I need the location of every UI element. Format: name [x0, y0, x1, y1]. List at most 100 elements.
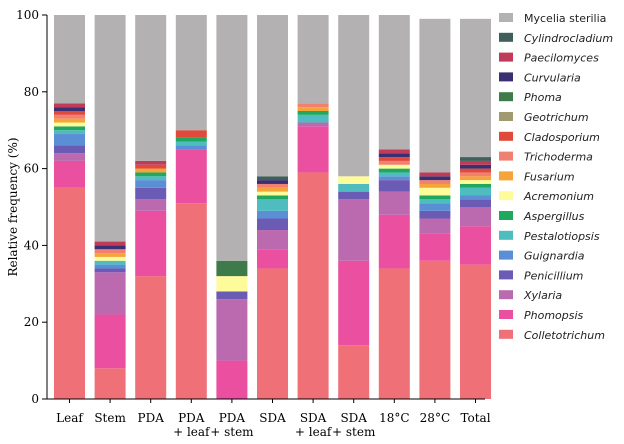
legend-swatch [499, 290, 513, 300]
y-tick-label: 100 [16, 8, 39, 22]
y-tick-label: 40 [24, 238, 39, 252]
bar-segment-leaf-acremonium [54, 122, 85, 127]
legend-label: Colletotrichum [524, 329, 605, 342]
bar-segment-sda-leaf-trichoderma [297, 103, 329, 108]
legend-label: Acremonium [523, 190, 594, 203]
bar-segment-sda-aspergillus [257, 195, 288, 200]
bar-segment-stem-mycelia-sterilia [94, 15, 126, 242]
legend-swatch [499, 191, 513, 201]
bar-segment-sda-trichoderma [257, 183, 288, 188]
bar-segment-leaf-xylaria [54, 153, 85, 161]
bar-segment-sda-cylindrocladium [257, 176, 288, 181]
bar-segment-leaf-cladosporium [54, 111, 85, 115]
bar-segment-pda-colletotrichum [135, 276, 167, 399]
bar-segment-pda-stem-penicillium [216, 291, 248, 300]
bar-segment-pda-leaf-pestalotiopsis [175, 141, 207, 146]
bar-segment-pda-stem-phoma [216, 260, 248, 277]
bar-segment-sda-curvularia [257, 180, 288, 184]
legend-swatch [499, 112, 513, 121]
x-tick-label: PDA [138, 411, 165, 425]
bar-segment-stem-penicillium [94, 268, 126, 273]
bar-segment-18-c-xylaria [378, 191, 410, 215]
legend-swatch [499, 32, 513, 42]
bar-segment-pda-xylaria [135, 199, 167, 211]
bar-segment-sda-colletotrichum [257, 268, 288, 399]
bar-segment-pda-stem-acremonium [216, 276, 248, 292]
bar-segment-28-c-trichoderma [419, 180, 451, 184]
bar-segment-pda-paecilomyces [135, 160, 167, 165]
bar-segment-total-guignardia [460, 195, 491, 200]
x-tick-label: + stem [332, 425, 376, 439]
bar-segment-pda-stem-xylaria [216, 299, 248, 361]
bar-segment-18-c-acremonium [378, 164, 410, 169]
legend-item-fusarium: Fusarium [499, 170, 575, 183]
bar-segment-28-c-xylaria [419, 218, 451, 234]
bar-segment-pda-pestalotiopsis [135, 176, 167, 181]
bar-segment-pda-leaf-mycelia-sterilia [175, 15, 207, 131]
bar-segment-sda-stem-acremonium [338, 176, 370, 184]
bar-segment-total-xylaria [460, 207, 491, 227]
bar-segment-pda-stem-mycelia-sterilia [216, 15, 248, 261]
bar-segment-18-c-cladosporium [378, 157, 410, 161]
y-tick-label: 0 [31, 392, 39, 406]
legend-item-penicillium: Penicillium [499, 269, 583, 282]
legend-swatch [499, 52, 513, 62]
y-tick-label: 60 [24, 162, 39, 176]
bar-segment-pda-leaf-cladosporium [175, 130, 207, 138]
bar-segment-18-c-phomopsis [378, 214, 410, 269]
legend-swatch [499, 211, 513, 220]
bar-segment-sda-stem-mycelia-sterilia [338, 15, 370, 177]
x-tick-label: SDA [340, 411, 367, 425]
legend-swatch [499, 151, 513, 161]
bar-segment-sda-leaf-colletotrichum [297, 172, 329, 399]
bar-segment-sda-penicillium [257, 218, 288, 231]
bar-segment-leaf-fusarium [54, 118, 85, 123]
bar-segment-sda-guignardia [257, 210, 288, 219]
bar-segment-28-c-mycelia-sterilia [419, 18, 451, 173]
bar-segment-pda-stem-phomopsis [216, 360, 248, 399]
bar-segment-sda-stem-phomopsis [338, 260, 370, 346]
x-tick-label: 18°C [379, 411, 409, 425]
legend: Mycelia sterilia Cylindrocladium Paecilomy… [499, 12, 613, 342]
bar-segment-sda-stem-penicillium [338, 191, 370, 200]
legend-item-cladosporium: Cladosporium [499, 131, 600, 144]
bar-segment-18-c-pestalotiopsis [378, 172, 410, 177]
y-axis-title: Relative frequency (%) [6, 137, 20, 276]
legend-item-cylindrocladium: Cylindrocladium [499, 32, 613, 45]
legend-item-pestalotiopsis: Pestalotiopsis [499, 230, 600, 243]
bar-segment-leaf-colletotrichum [54, 187, 85, 399]
x-tick-label: + stem [210, 425, 254, 439]
legend-item-aspergillus: Aspergillus [499, 210, 585, 223]
bar-segment-total-acremonium [460, 180, 491, 184]
bar-segment-total-curvularia [460, 164, 491, 169]
bar-segment-total-phomopsis [460, 226, 491, 265]
legend-item-colletotrichum: Colletotrichum [499, 329, 605, 342]
legend-item-trichoderma: Trichoderma [499, 151, 593, 164]
bar-segment-stem-curvularia [94, 245, 126, 250]
bar-segment-stem-phomopsis [94, 314, 126, 369]
bar-segment-leaf-penicillium [54, 145, 85, 154]
bar-segment-28-c-guignardia [419, 203, 451, 211]
bar-segment-pda-leaf-phomopsis [175, 149, 207, 204]
bar-segment-18-c-colletotrichum [378, 268, 410, 399]
legend-swatch [499, 171, 513, 181]
bar-segment-pda-leaf-colletotrichum [175, 203, 207, 399]
x-tick-label: Leaf [56, 411, 84, 425]
bar-segment-28-c-penicillium [419, 210, 451, 219]
bar-segment-sda-leaf-fusarium [297, 107, 329, 111]
legend-label: Cylindrocladium [524, 32, 613, 45]
legend-label: Paecilomyces [524, 52, 599, 65]
bar-segment-total-paecilomyces [460, 160, 491, 165]
bar-segment-28-c-curvularia [419, 176, 451, 181]
bar-segment-18-c-aspergillus [378, 168, 410, 173]
bar-segment-stem-paecilomyces [94, 241, 126, 246]
bar-segment-sda-mycelia-sterilia [257, 15, 288, 177]
bar-segment-pda-guignardia [135, 180, 167, 188]
bar-segment-sda-xylaria [257, 230, 288, 250]
bar-segment-pda-fusarium [135, 168, 167, 173]
bar-segment-total-fusarium [460, 176, 491, 181]
bar-segment-sda-fusarium [257, 187, 288, 192]
legend-label: Phomopsis [524, 309, 584, 322]
bar-segment-leaf-aspergillus [54, 126, 85, 131]
